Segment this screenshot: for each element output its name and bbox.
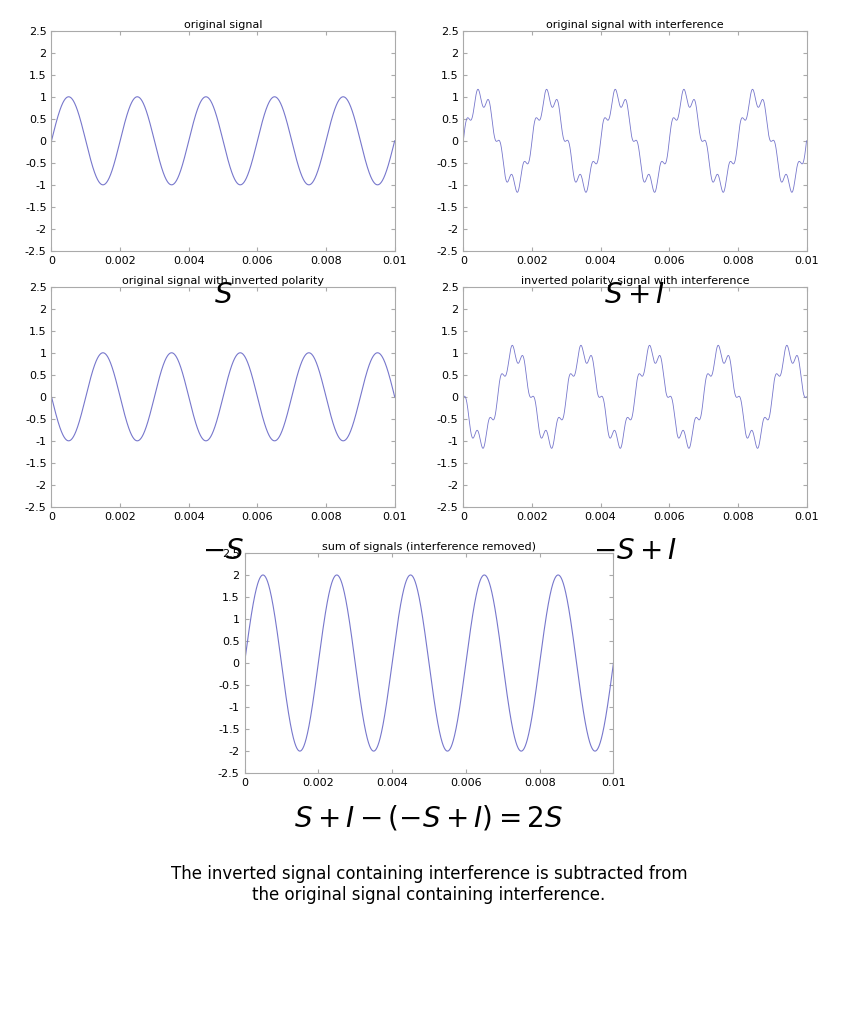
Text: $S + I - (-S + I) = 2S$: $S + I - (-S + I) = 2S$ <box>294 804 564 833</box>
Text: $S + I$: $S + I$ <box>604 282 666 308</box>
Title: original signal with inverted polarity: original signal with inverted polarity <box>122 275 324 286</box>
Title: original signal: original signal <box>184 19 263 30</box>
Title: sum of signals (interference removed): sum of signals (interference removed) <box>322 542 536 552</box>
Title: original signal with interference: original signal with interference <box>546 19 724 30</box>
Text: $-S + I$: $-S + I$ <box>593 538 677 564</box>
Text: $-S$: $-S$ <box>202 538 244 564</box>
Text: $S$: $S$ <box>214 282 233 308</box>
Text: The inverted signal containing interference is subtracted from
the original sign: The inverted signal containing interfere… <box>171 865 687 904</box>
Title: inverted polarity signal with interference: inverted polarity signal with interferen… <box>521 275 749 286</box>
